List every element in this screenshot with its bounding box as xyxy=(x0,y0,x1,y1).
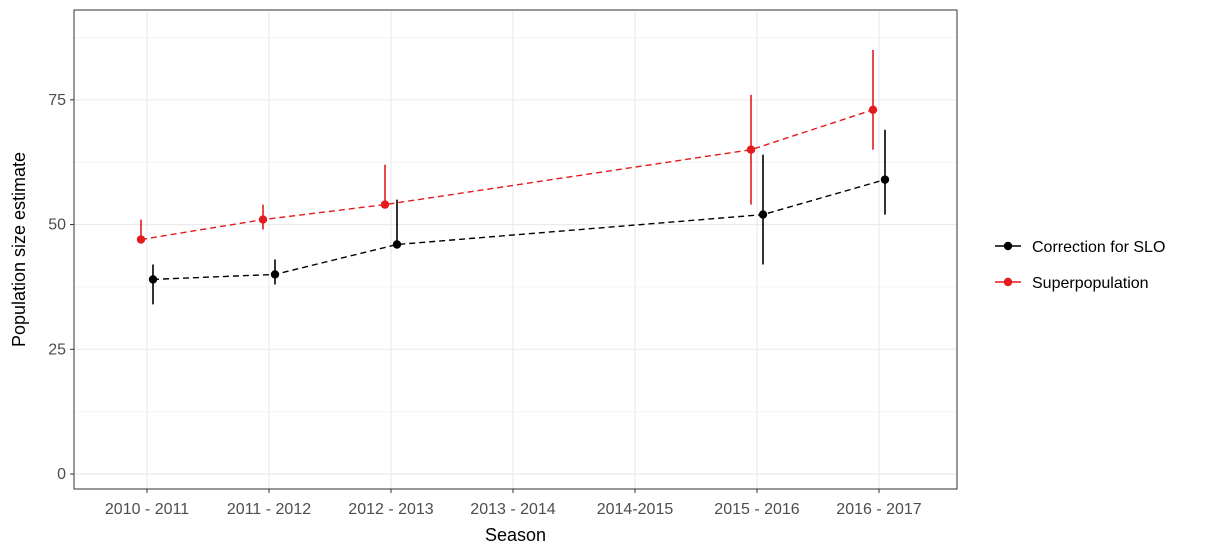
x-tick-label: 2013 - 2014 xyxy=(470,501,556,518)
x-axis: 2010 - 2011 2011 - 2012 2012 - 2013 2013 - … xyxy=(105,489,922,518)
data-point xyxy=(258,215,268,224)
y-axis-title: Population size estimate xyxy=(9,152,29,347)
x-tick-label: 2015 - 2016 xyxy=(714,501,800,518)
series-line xyxy=(140,109,874,241)
x-tick-label: 2016 - 2017 xyxy=(836,501,922,518)
legend-key xyxy=(995,241,1021,251)
data-point xyxy=(746,145,756,154)
data-point xyxy=(758,210,768,219)
x-tick-label: 2012 - 2013 xyxy=(348,501,434,518)
panel-background xyxy=(74,10,957,489)
series-correction-for-slo xyxy=(148,129,890,305)
x-tick-label: 2014-2015 xyxy=(597,501,674,518)
y-tick-label: 50 xyxy=(48,217,66,234)
legend-label: Superpopulation xyxy=(1032,275,1149,292)
x-tick-label: 2011 - 2012 xyxy=(227,501,311,518)
legend: Correction for SLO Superpopulation xyxy=(995,239,1165,292)
data-point xyxy=(392,240,402,249)
y-tick-label: 25 xyxy=(48,341,66,358)
data-point xyxy=(880,175,890,184)
legend-key xyxy=(995,277,1021,287)
series-layer xyxy=(136,49,890,305)
panel-border xyxy=(73,9,958,490)
data-point xyxy=(380,200,390,209)
x-tick-label: 2010 - 2011 xyxy=(105,501,189,518)
data-point xyxy=(136,235,146,244)
legend-key-point xyxy=(1003,241,1013,251)
legend-key-point xyxy=(1003,277,1013,287)
grid xyxy=(74,10,957,489)
data-point xyxy=(270,270,280,279)
data-point xyxy=(148,275,158,284)
y-axis: 0 25 50 75 xyxy=(48,92,74,483)
data-point xyxy=(868,105,878,114)
series-superpopulation xyxy=(136,49,878,244)
series-line xyxy=(152,178,886,281)
legend-label: Correction for SLO xyxy=(1032,239,1165,256)
x-axis-title: Season xyxy=(485,525,546,545)
y-tick-label: 0 xyxy=(57,466,66,483)
y-tick-label: 75 xyxy=(48,92,66,109)
